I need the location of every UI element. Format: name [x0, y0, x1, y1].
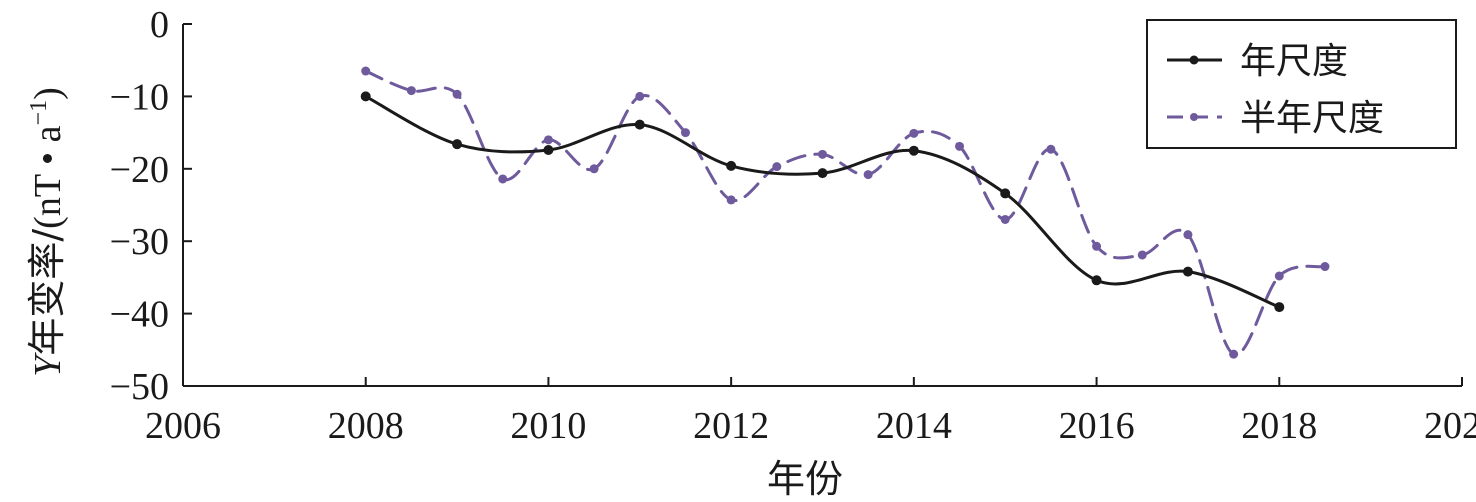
x-tick-label: 2008 — [328, 405, 404, 447]
data-point-semiannual — [955, 141, 965, 151]
x-tick-label: 2012 — [693, 405, 769, 447]
legend-box — [1146, 19, 1457, 149]
y-tick-label: −50 — [110, 366, 169, 408]
data-point-semiannual — [1137, 250, 1147, 260]
data-point-annual — [908, 145, 919, 156]
data-point-semiannual — [1183, 230, 1193, 240]
data-point-semiannual — [498, 174, 508, 184]
y-axis-title-close: ) — [27, 87, 69, 100]
legend-marker-annual — [1189, 55, 1199, 65]
y-tick-label: −10 — [110, 76, 169, 118]
plot-area — [182, 24, 1462, 387]
y-tick-label: 0 — [150, 4, 169, 46]
data-point-annual — [634, 119, 645, 130]
x-tick-label: 2016 — [1059, 405, 1135, 447]
data-point-semiannual — [1320, 262, 1330, 272]
x-tick-label: 2010 — [510, 405, 586, 447]
y-axis-title: Y年变率/(nT • a−1) — [25, 87, 69, 377]
data-point-semiannual — [772, 162, 782, 172]
data-point-annual — [1274, 302, 1285, 313]
data-point-semiannual — [863, 170, 873, 180]
data-point-semiannual — [1000, 214, 1010, 224]
data-point-annual — [1091, 275, 1102, 286]
data-point-semiannual — [1274, 271, 1284, 281]
data-point-semiannual — [452, 89, 462, 99]
data-point-annual — [726, 160, 737, 171]
data-point-annual — [1182, 266, 1193, 277]
y-tick-label: −30 — [110, 221, 169, 263]
legend-label-semiannual: 半年尺度 — [1240, 98, 1384, 139]
data-point-semiannual — [909, 128, 919, 138]
y-axis-title-italic: Y — [27, 352, 69, 377]
data-point-annual — [1000, 188, 1011, 199]
series-line-semiannual — [364, 69, 1327, 356]
legend-label-annual: 年尺度 — [1240, 41, 1348, 82]
x-tick-label: 2006 — [145, 405, 221, 447]
data-point-semiannual — [1046, 144, 1056, 154]
x-tick-label: 2014 — [876, 405, 952, 447]
data-point-annual — [817, 168, 828, 179]
x-tick-label: 2018 — [1241, 405, 1317, 447]
data-point-semiannual — [406, 86, 416, 96]
legend-marker-semiannual — [1190, 113, 1198, 121]
data-point-annual — [543, 144, 554, 155]
data-point-semiannual — [726, 195, 736, 205]
y-axis-title-sup: −1 — [26, 100, 52, 126]
y-axis-title-text: 年变率/ — [25, 229, 69, 356]
y-axis: 0 −10 −20 −30 −40 −50 — [110, 4, 192, 408]
y-tick-label: −40 — [110, 294, 169, 336]
x-axis-title: 年份 — [767, 457, 843, 501]
data-point-semiannual — [818, 149, 827, 159]
data-point-semiannual — [1092, 241, 1102, 251]
data-point-semiannual — [543, 135, 553, 145]
series-line-annual — [364, 94, 1281, 309]
y-tick-label: −20 — [110, 149, 169, 191]
data-point-semiannual — [680, 128, 690, 138]
data-point-semiannual — [1229, 349, 1239, 359]
data-point-annual — [360, 91, 371, 102]
data-point-semiannual — [589, 164, 599, 174]
legend: 年尺度 半年尺度 — [1146, 19, 1457, 149]
y-axis-title-unit: (nT • a — [27, 125, 69, 228]
data-point-semiannual — [361, 66, 371, 76]
data-point-annual — [452, 139, 463, 150]
data-point-semiannual — [635, 91, 645, 101]
series-layer — [360, 66, 1330, 359]
